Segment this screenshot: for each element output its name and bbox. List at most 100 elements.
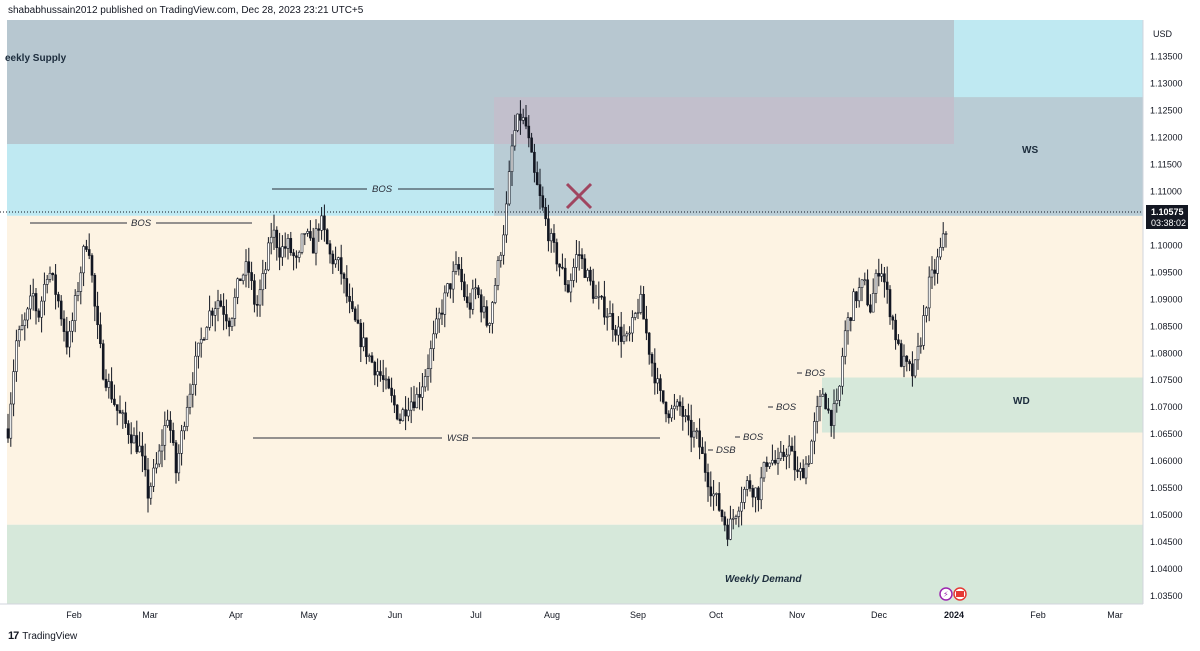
candle bbox=[45, 274, 49, 294]
candle bbox=[874, 269, 878, 304]
candle bbox=[29, 284, 32, 320]
wsb-label: WSB bbox=[447, 433, 469, 444]
dsb-label: DSB bbox=[716, 445, 736, 456]
candle bbox=[393, 389, 396, 414]
candle bbox=[468, 292, 472, 319]
candle bbox=[493, 278, 497, 305]
candle bbox=[510, 134, 514, 187]
candle bbox=[166, 409, 169, 428]
candle bbox=[40, 296, 43, 333]
candle bbox=[197, 342, 200, 369]
time-tick-label: May bbox=[300, 610, 318, 620]
candle bbox=[701, 437, 704, 455]
candle bbox=[247, 247, 251, 289]
candle bbox=[575, 239, 578, 283]
candle bbox=[944, 231, 948, 248]
candle bbox=[608, 300, 612, 317]
candle bbox=[586, 268, 589, 282]
candle bbox=[253, 274, 256, 313]
candle bbox=[636, 298, 640, 319]
candle bbox=[62, 310, 66, 342]
candle bbox=[149, 482, 153, 505]
candle bbox=[866, 269, 869, 307]
candle bbox=[73, 289, 77, 333]
candle bbox=[757, 486, 760, 512]
candle bbox=[423, 369, 427, 392]
candle bbox=[883, 267, 886, 298]
candle bbox=[309, 220, 312, 241]
candle bbox=[502, 225, 505, 265]
candle bbox=[594, 284, 598, 299]
time-tick-label: Aug bbox=[544, 610, 560, 620]
candle bbox=[675, 398, 679, 411]
candle bbox=[720, 509, 724, 522]
candle bbox=[9, 392, 13, 447]
candle bbox=[544, 198, 547, 226]
candle bbox=[118, 395, 122, 414]
candle bbox=[205, 326, 209, 340]
price-axis[interactable]: 1.13500 1.13000 1.12500 1.12000 1.11500 1.110… bbox=[1150, 52, 1183, 601]
candle bbox=[863, 272, 867, 286]
candle bbox=[561, 253, 564, 270]
bos-label-3: BOS bbox=[743, 432, 764, 443]
candle bbox=[213, 301, 217, 332]
candle bbox=[34, 288, 38, 325]
candle bbox=[188, 383, 192, 415]
candle bbox=[633, 311, 637, 321]
candle bbox=[877, 258, 881, 287]
candle bbox=[597, 281, 601, 310]
candle bbox=[488, 322, 491, 334]
price-tick-label: 1.12000 bbox=[1150, 133, 1183, 143]
candle bbox=[446, 282, 449, 297]
candle bbox=[451, 261, 455, 303]
candle bbox=[359, 318, 363, 363]
bos-label-2: BOS bbox=[372, 184, 393, 195]
candle bbox=[143, 443, 147, 477]
candle bbox=[152, 458, 155, 493]
time-axis[interactable]: Feb Mar Apr May Jun Jul Aug Sep Oct Nov Dec 2024 Feb… bbox=[66, 610, 1123, 620]
candle bbox=[659, 374, 662, 402]
candle bbox=[26, 306, 29, 329]
candle bbox=[807, 455, 811, 468]
price-chart[interactable]: eekly Supply WS WD Weekly Demand BOS BOS… bbox=[0, 0, 1200, 630]
candle bbox=[258, 279, 262, 317]
candle bbox=[401, 407, 405, 422]
candle bbox=[796, 456, 799, 479]
price-tick-label: 1.09000 bbox=[1150, 294, 1183, 304]
candle bbox=[429, 340, 433, 383]
candle bbox=[155, 452, 158, 474]
candle bbox=[801, 459, 805, 479]
candle bbox=[261, 259, 265, 306]
candle bbox=[227, 317, 231, 337]
candle bbox=[925, 306, 928, 323]
price-tick-label: 1.04000 bbox=[1150, 564, 1183, 574]
candle bbox=[278, 232, 281, 271]
candle bbox=[661, 390, 665, 405]
candle bbox=[222, 293, 225, 331]
price-tick-label: 1.13500 bbox=[1150, 52, 1183, 62]
candle bbox=[129, 422, 133, 455]
wd-label: WD bbox=[1013, 396, 1030, 407]
candle bbox=[533, 143, 536, 183]
candle bbox=[726, 518, 729, 547]
candle bbox=[723, 511, 727, 532]
time-tick-label: Sep bbox=[630, 610, 646, 620]
candle bbox=[415, 387, 419, 409]
candle bbox=[860, 279, 864, 302]
candle bbox=[460, 257, 463, 291]
candle bbox=[639, 285, 643, 315]
candle bbox=[650, 352, 654, 377]
publisher-line: shababhussain2012 published on TradingVi… bbox=[8, 5, 364, 16]
footer-brand[interactable]: TradingView bbox=[22, 630, 78, 642]
candle bbox=[745, 476, 749, 497]
candle bbox=[471, 279, 475, 315]
candle bbox=[617, 316, 620, 346]
candle bbox=[295, 250, 298, 269]
candle bbox=[183, 421, 186, 440]
candle bbox=[23, 312, 27, 341]
candle bbox=[177, 444, 181, 482]
event-icons[interactable]: ⚡ bbox=[939, 587, 967, 601]
candle bbox=[474, 278, 477, 300]
last-price-value: 1.10575 bbox=[1151, 207, 1184, 217]
candle bbox=[619, 311, 623, 358]
